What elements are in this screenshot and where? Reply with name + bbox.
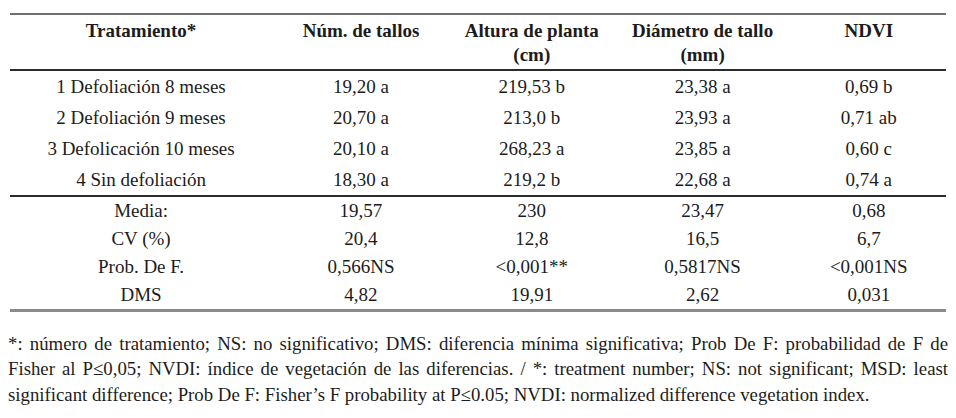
table-footnote: *: número de tratamiento; NS: no signifi… bbox=[8, 331, 948, 408]
summary-value-cell: 230 bbox=[450, 196, 614, 225]
col-header-unit: (cm) bbox=[450, 43, 614, 67]
col-header-diametro-tallo: Diámetro de tallo (mm) bbox=[614, 14, 792, 70]
treatment-value-cell: 219,2 b bbox=[450, 164, 614, 196]
col-header-label: Tratamiento* bbox=[10, 19, 272, 43]
col-header-unit: (mm) bbox=[614, 43, 792, 67]
treatment-row-label: 2 Defoliación 9 meses bbox=[10, 102, 272, 133]
treatment-value-cell: 0,74 a bbox=[792, 164, 946, 196]
col-header-altura-planta: Altura de planta (cm) bbox=[450, 14, 614, 70]
treatment-value-cell: 213,0 b bbox=[450, 102, 614, 133]
summary-value-cell: 23,47 bbox=[614, 196, 792, 225]
summary-row: DMS4,8219,912,620,031 bbox=[10, 281, 946, 311]
col-header-num-tallos: Núm. de tallos bbox=[272, 14, 450, 70]
results-table: Tratamiento* Núm. de tallos Altura de pl… bbox=[10, 13, 946, 312]
col-header-label: Diámetro de tallo bbox=[614, 19, 792, 43]
col-header-tratamiento: Tratamiento* bbox=[10, 14, 272, 70]
summary-value-cell: <0,001NS bbox=[792, 253, 946, 281]
col-header-ndvi: NDVI bbox=[792, 14, 946, 70]
treatment-row-label: 4 Sin defoliación bbox=[10, 164, 272, 196]
summary-value-cell: 16,5 bbox=[614, 225, 792, 253]
treatment-value-cell: 0,60 c bbox=[792, 133, 946, 164]
treatment-value-cell: 23,85 a bbox=[614, 133, 792, 164]
summary-row: CV (%)20,412,816,56,7 bbox=[10, 225, 946, 253]
treatment-row: 3 Defolicación 10 meses20,10 a268,23 a23… bbox=[10, 133, 946, 164]
summary-row: Prob. De F.0,566NS<0,001**0,5817NS<0,001… bbox=[10, 253, 946, 281]
summary-row-label: Media: bbox=[10, 196, 272, 225]
treatment-value-cell: 23,38 a bbox=[614, 70, 792, 102]
treatment-row: 4 Sin defoliación18,30 a219,2 b22,68 a0,… bbox=[10, 164, 946, 196]
table-header: Tratamiento* Núm. de tallos Altura de pl… bbox=[10, 14, 946, 70]
summary-value-cell: 6,7 bbox=[792, 225, 946, 253]
treatment-value-cell: 22,68 a bbox=[614, 164, 792, 196]
summary-rows: Media:19,5723023,470,68CV (%)20,412,816,… bbox=[10, 196, 946, 311]
summary-value-cell: 0,031 bbox=[792, 281, 946, 311]
summary-value-cell: 19,57 bbox=[272, 196, 450, 225]
summary-value-cell: 2,62 bbox=[614, 281, 792, 311]
treatment-row-label: 1 Defoliación 8 meses bbox=[10, 70, 272, 102]
summary-row-label: CV (%) bbox=[10, 225, 272, 253]
treatment-value-cell: 20,70 a bbox=[272, 102, 450, 133]
summary-value-cell: 0,68 bbox=[792, 196, 946, 225]
treatment-value-cell: 0,69 b bbox=[792, 70, 946, 102]
treatment-row: 1 Defoliación 8 meses19,20 a219,53 b23,3… bbox=[10, 70, 946, 102]
summary-value-cell: <0,001** bbox=[450, 253, 614, 281]
treatment-value-cell: 219,53 b bbox=[450, 70, 614, 102]
summary-value-cell: 19,91 bbox=[450, 281, 614, 311]
header-row: Tratamiento* Núm. de tallos Altura de pl… bbox=[10, 14, 946, 70]
col-header-label: NDVI bbox=[792, 19, 946, 43]
treatment-row: 2 Defoliación 9 meses20,70 a213,0 b23,93… bbox=[10, 102, 946, 133]
treatment-row-label: 3 Defolicación 10 meses bbox=[10, 133, 272, 164]
summary-value-cell: 4,82 bbox=[272, 281, 450, 311]
summary-value-cell: 20,4 bbox=[272, 225, 450, 253]
treatment-value-cell: 19,20 a bbox=[272, 70, 450, 102]
treatment-rows: 1 Defoliación 8 meses19,20 a219,53 b23,3… bbox=[10, 70, 946, 196]
treatment-value-cell: 23,93 a bbox=[614, 102, 792, 133]
summary-value-cell: 0,566NS bbox=[272, 253, 450, 281]
paper-table-page: Tratamiento* Núm. de tallos Altura de pl… bbox=[0, 0, 956, 418]
summary-row: Media:19,5723023,470,68 bbox=[10, 196, 946, 225]
col-header-label: Núm. de tallos bbox=[272, 19, 450, 43]
treatment-value-cell: 18,30 a bbox=[272, 164, 450, 196]
summary-value-cell: 12,8 bbox=[450, 225, 614, 253]
col-header-label: Altura de planta bbox=[450, 19, 614, 43]
summary-row-label: DMS bbox=[10, 281, 272, 311]
summary-value-cell: 0,5817NS bbox=[614, 253, 792, 281]
treatment-value-cell: 0,71 ab bbox=[792, 102, 946, 133]
treatment-value-cell: 268,23 a bbox=[450, 133, 614, 164]
summary-row-label: Prob. De F. bbox=[10, 253, 272, 281]
treatment-value-cell: 20,10 a bbox=[272, 133, 450, 164]
